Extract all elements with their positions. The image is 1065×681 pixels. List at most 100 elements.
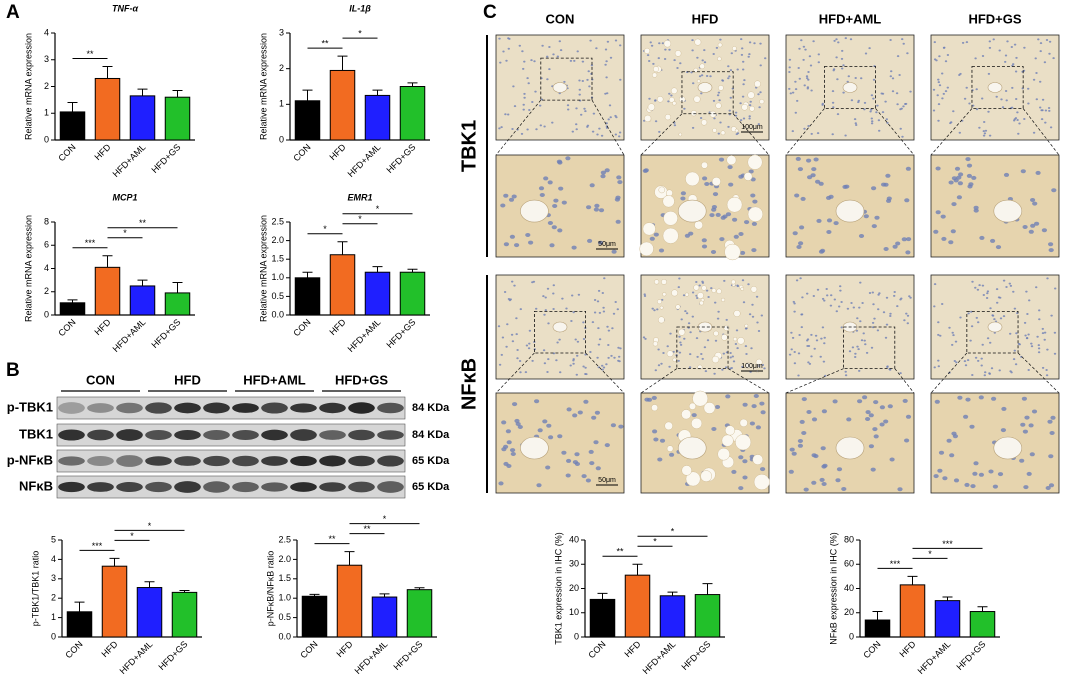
nucleus [565,473,571,478]
nucleus [731,355,734,358]
nucleus [1014,117,1018,120]
nucleus [864,343,867,346]
nucleus [981,55,985,57]
nucleus [970,484,976,489]
nucleus [598,208,605,213]
nucleus [870,108,873,111]
nucleus [892,244,898,249]
nucleus [1045,374,1049,377]
nucleus [609,56,613,59]
nucleus [937,359,940,362]
nucleus [654,99,657,102]
nucleus [552,204,558,208]
nucleus [543,176,549,181]
nucleus [951,202,957,207]
nucleus [937,468,943,473]
bar [59,111,86,141]
blot-band [203,430,230,440]
nucleus [870,346,874,349]
y-tick-label: 2 [44,286,49,296]
nucleus [815,339,819,342]
ihc-column-label: HFD [692,11,719,26]
blot-row-label: NFκB [19,478,53,493]
vacuole [664,114,671,121]
blot-band [232,430,259,440]
nucleus [676,67,679,69]
nucleus [1018,122,1021,125]
nucleus [555,359,558,362]
nucleus [604,168,610,173]
nucleus [858,306,861,309]
nucleus [757,93,760,96]
nucleus [901,237,907,242]
vacuole [753,474,770,490]
nucleus [712,99,716,102]
nucleus [789,447,795,452]
y-tick-label: 20 [844,607,854,617]
significance-label: * [383,514,387,524]
vacuole [734,128,739,133]
nucleus [865,410,871,415]
nucleus [963,414,969,419]
nucleus [741,95,745,98]
nucleus [498,481,504,486]
bar [101,565,128,638]
nucleus [764,57,767,60]
nucleus [661,298,664,301]
nucleus [574,452,580,457]
nucleus [569,59,573,62]
vacuole [694,38,702,46]
nucleus [981,97,984,100]
nucleus [961,41,965,44]
nucleus [906,237,912,242]
error-bar [337,241,348,255]
nucleus [539,193,545,197]
nucleus [747,283,750,286]
blot-band [290,429,317,441]
nucleus [811,167,817,172]
x-tick-label: CON [291,317,312,338]
blot-band [348,481,375,493]
nucleus [846,417,852,422]
nucleus [932,88,936,91]
nucleus [734,111,738,114]
nucleus [958,172,964,177]
nucleus [646,54,650,57]
nucleus [871,120,874,123]
nucleus [528,109,531,111]
y-tick-label: 8 [44,216,49,226]
vessel [677,199,707,223]
nucleus [739,102,742,105]
nucleus [858,369,861,372]
nucleus [849,38,853,41]
nucleus [982,294,985,296]
vacuole [642,222,656,236]
nucleus [508,197,515,202]
nucleus [552,53,555,56]
blot-band [319,482,346,492]
nucleus [971,374,974,376]
nucleus [656,308,659,311]
y-tick-label: 4 [51,554,56,564]
nucleus [722,352,725,355]
nucleus [971,175,977,180]
inset-box [534,310,587,354]
nucleus [1043,61,1047,64]
nucleus [617,346,620,349]
nucleus [872,303,875,306]
nucleus [613,356,616,359]
nucleus [710,250,717,254]
nucleus [604,63,607,66]
nucleus [576,340,580,343]
nucleus [836,113,840,116]
nucleus [825,288,828,290]
vessel [835,199,865,223]
nucleus [877,293,880,296]
nucleus [803,487,809,492]
nucleus [1013,307,1017,310]
nucleus [729,96,732,99]
nucleus [573,59,576,62]
nucleus [811,417,818,422]
nucleus [704,182,710,186]
nucleus [731,469,737,474]
